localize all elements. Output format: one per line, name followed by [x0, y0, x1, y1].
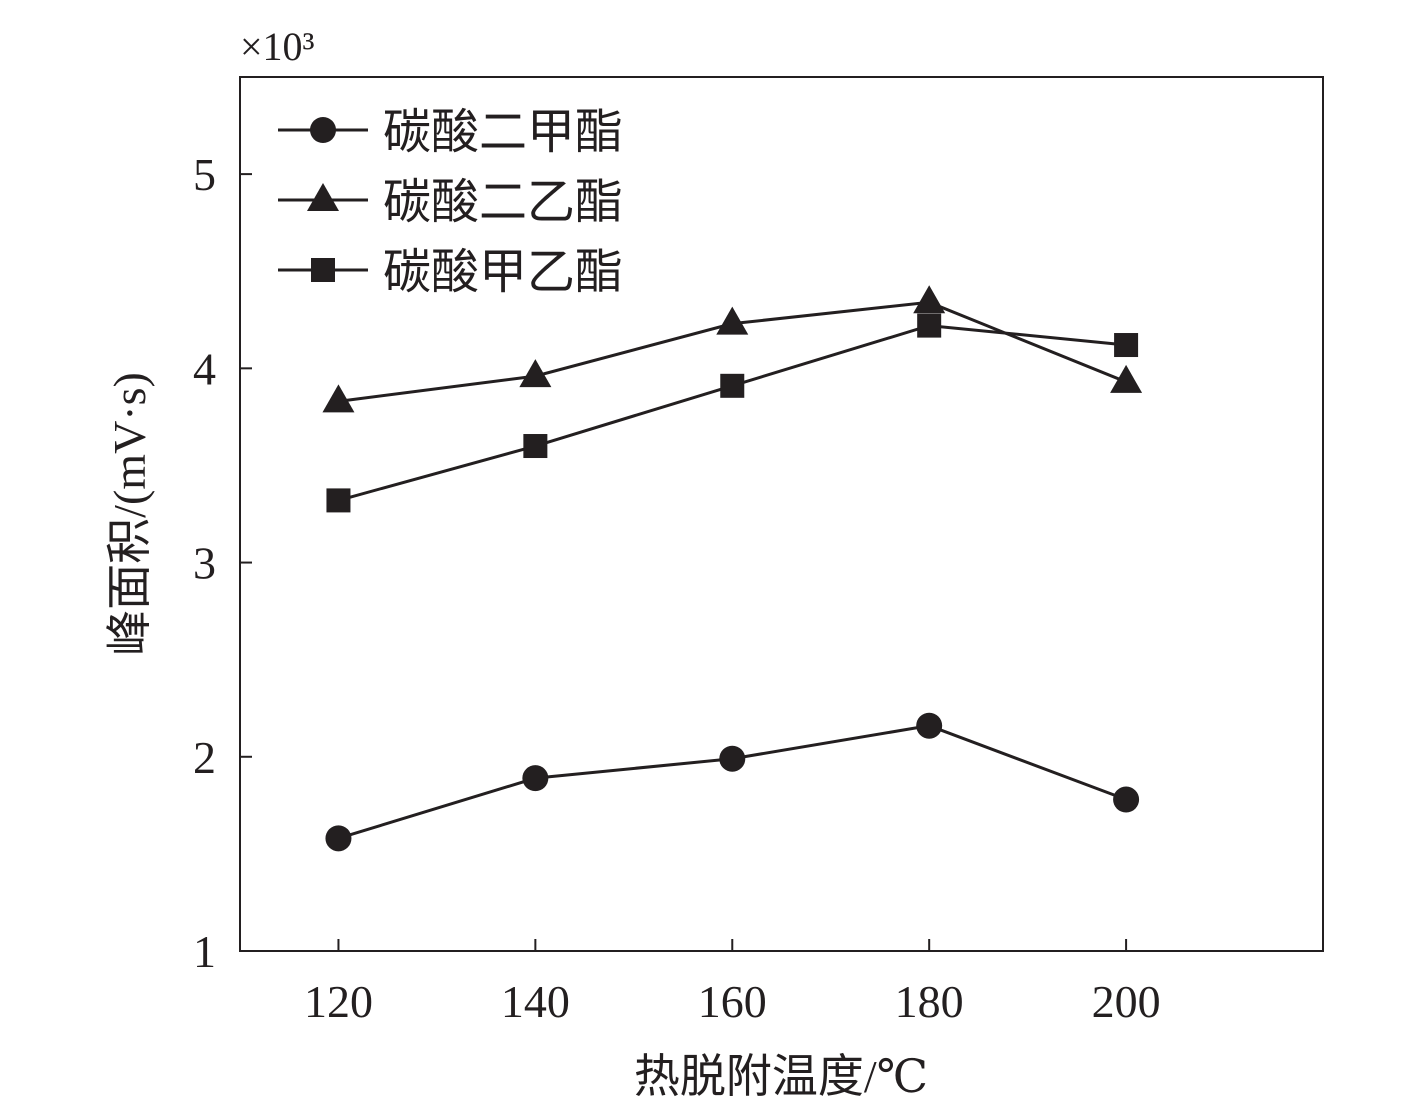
y-multiplier: ×10³ [240, 24, 315, 69]
y-tick-label: 2 [193, 732, 216, 783]
data-point-circle [325, 825, 352, 852]
series-circle [325, 712, 1140, 852]
data-point-triangle [1110, 364, 1143, 393]
triangle-marker-icon [307, 183, 339, 211]
legend-label: 碳酸甲乙酯 [383, 246, 623, 299]
x-tick-label: 160 [698, 976, 767, 1027]
y-tick-label: 3 [193, 538, 216, 589]
x-tick-label: 140 [501, 976, 570, 1027]
x-tick-label: 200 [1092, 976, 1161, 1027]
data-point-square [720, 373, 745, 398]
data-point-square [326, 488, 351, 513]
square-marker-icon [311, 258, 335, 282]
y-tick-label: 1 [193, 926, 216, 977]
y-tick-label: 4 [193, 343, 216, 394]
data-point-triangle [322, 384, 355, 413]
series-line [338, 724, 1127, 840]
y-axis-label: 峰面积/(mV·s) [104, 372, 155, 656]
data-point-circle [719, 745, 746, 772]
data-point-triangle [913, 285, 946, 314]
data-point-square [523, 434, 548, 459]
legend-item: 碳酸二甲酯 [278, 106, 623, 159]
data-point-triangle [519, 359, 552, 388]
legend-item: 碳酸二乙酯 [278, 176, 623, 229]
data-point-triangle [716, 306, 749, 335]
legend-label: 碳酸二乙酯 [383, 176, 623, 229]
x-tick-label: 180 [895, 976, 964, 1027]
y-tick-label: 5 [193, 149, 216, 200]
x-tick-label: 120 [304, 976, 373, 1027]
series-triangle [322, 285, 1143, 413]
data-point-circle [1113, 786, 1140, 813]
data-point-square [1114, 333, 1139, 358]
plot-frame [239, 76, 1324, 952]
data-point-circle [916, 712, 943, 739]
legend-item: 碳酸甲乙酯 [278, 246, 623, 299]
series-square [326, 313, 1139, 513]
series-line [338, 324, 1127, 502]
data-point-circle [522, 765, 549, 792]
circle-marker-icon [310, 117, 336, 143]
x-axis-label: 热脱附温度/℃ [634, 1051, 928, 1102]
data-point-square [917, 313, 942, 338]
legend-label: 碳酸二甲酯 [383, 106, 623, 159]
